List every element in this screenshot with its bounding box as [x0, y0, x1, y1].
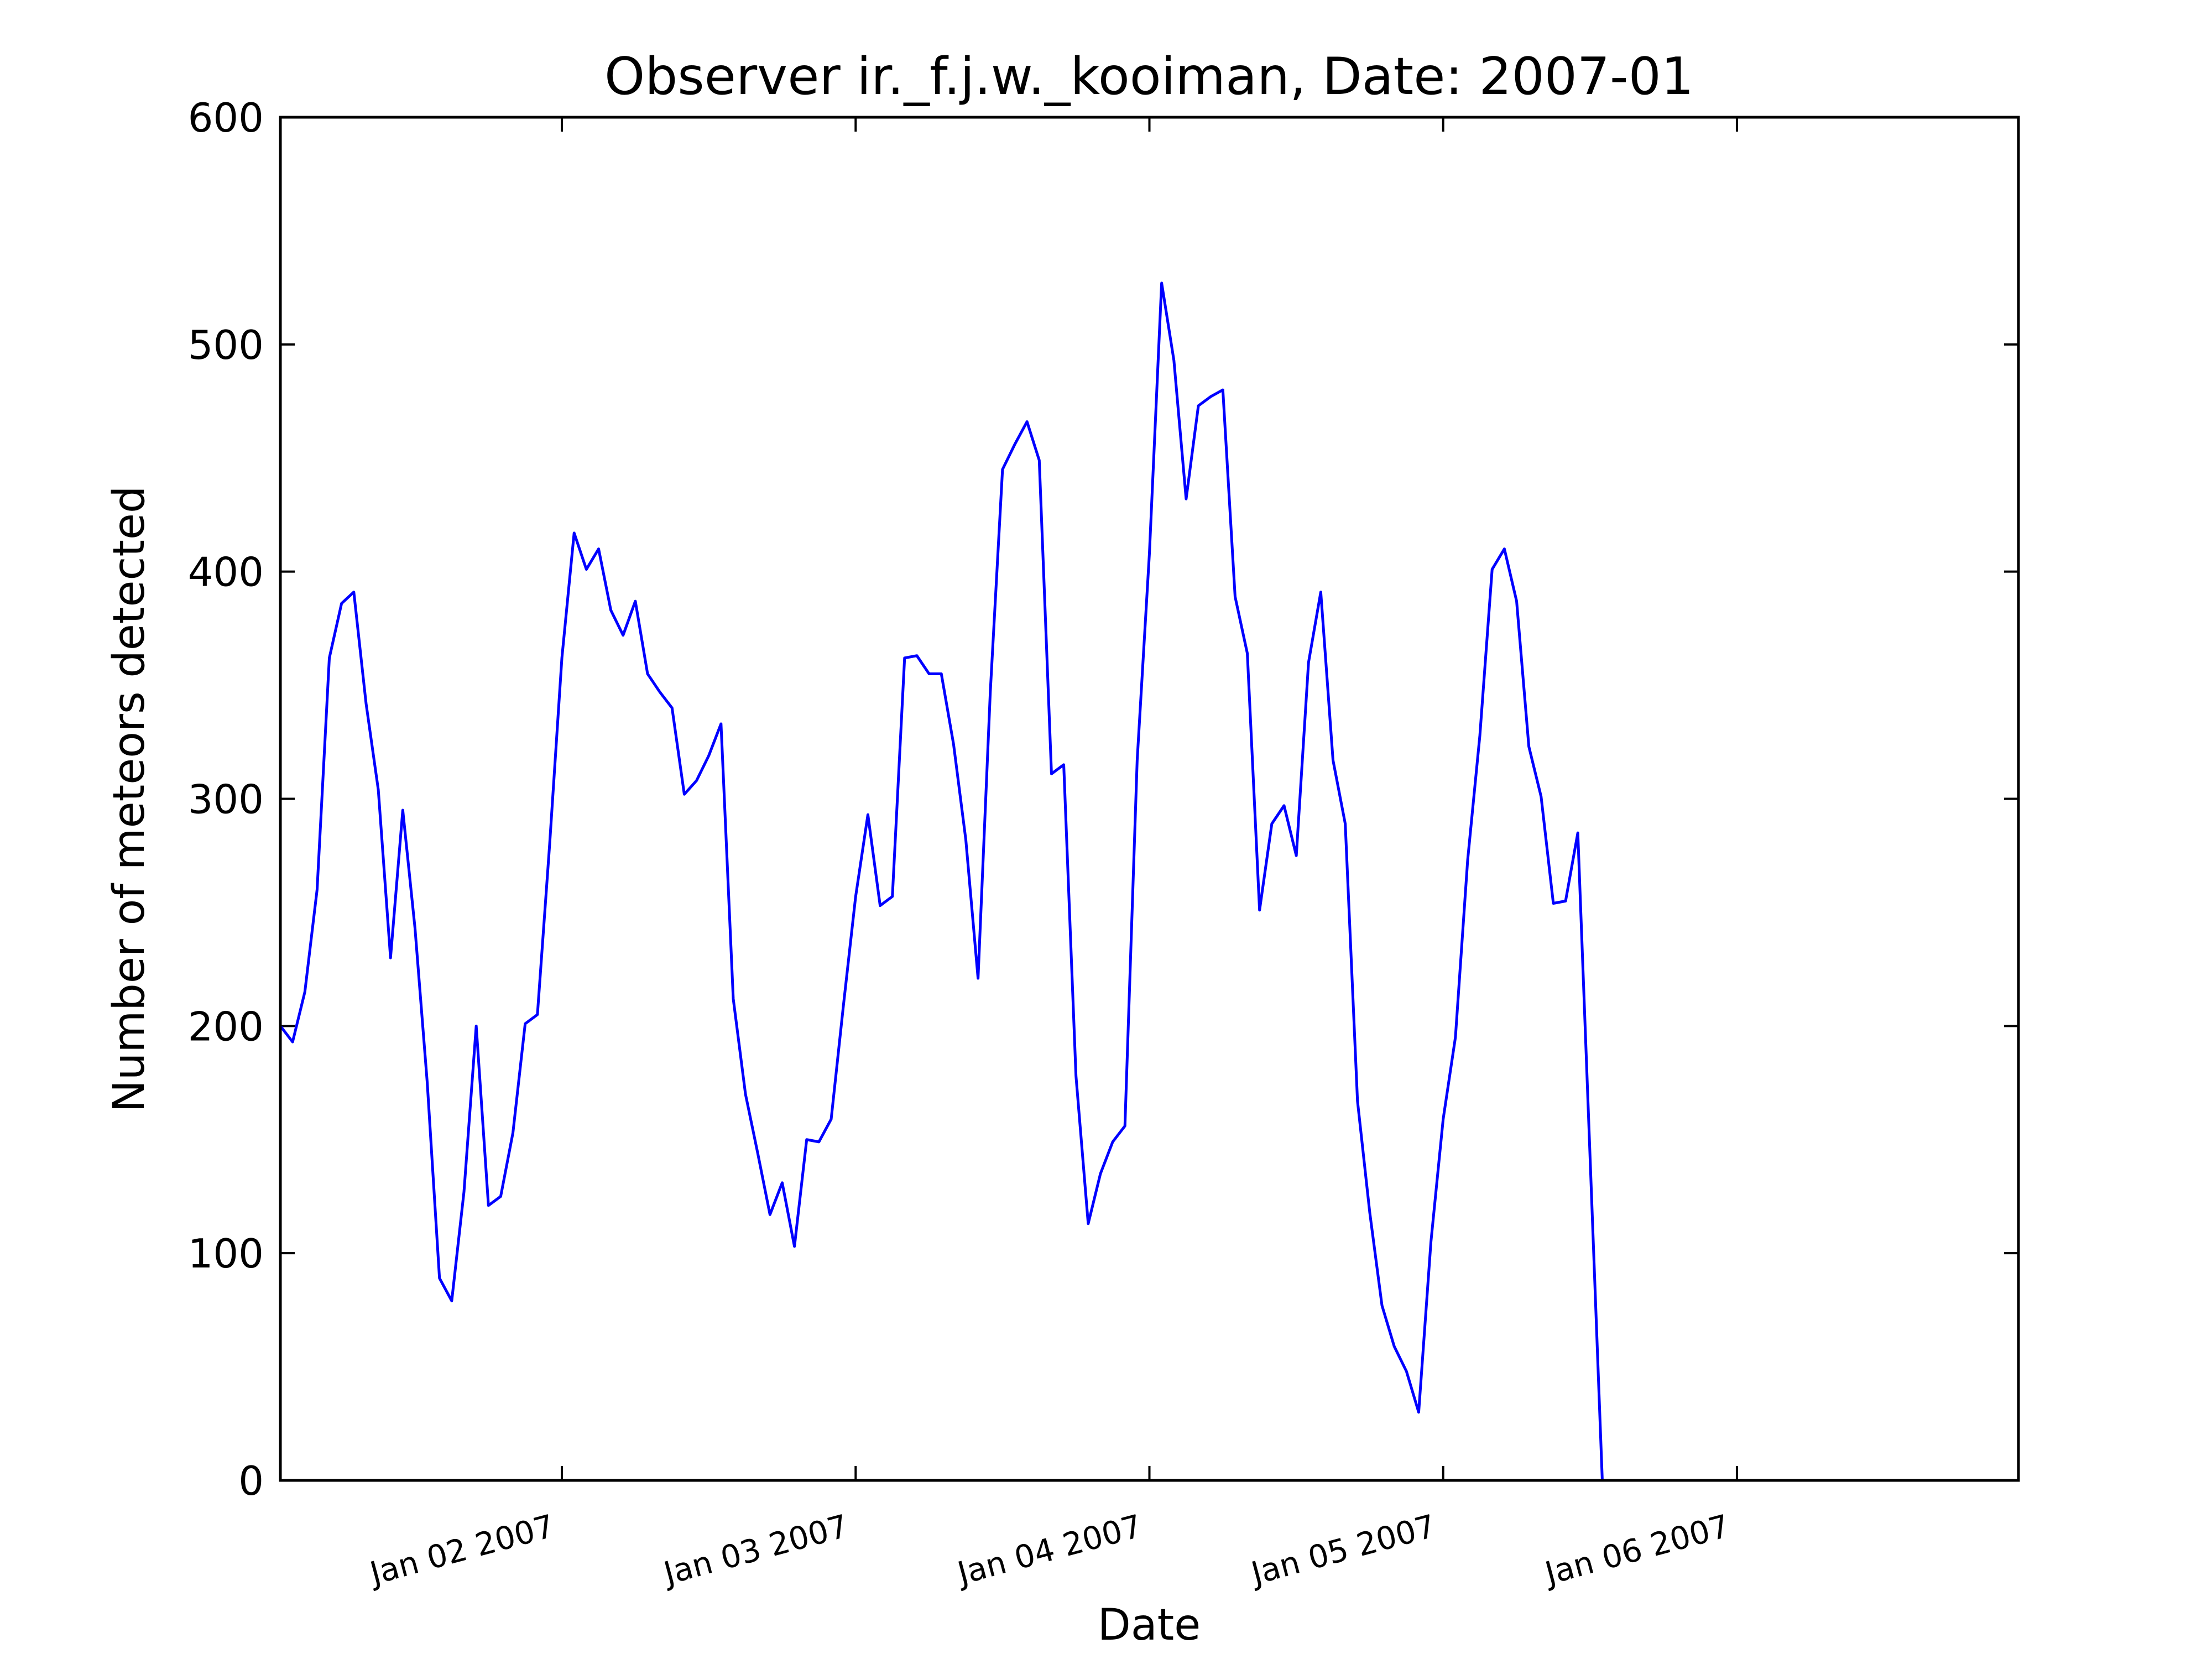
y-tick-label: 200 [188, 1003, 264, 1050]
y-tick-label: 500 [188, 322, 264, 368]
y-tick-label: 400 [188, 549, 264, 596]
y-tick-label: 100 [188, 1230, 264, 1277]
chart-title: Observer ir._f.j.w._kooiman, Date: 2007-… [604, 46, 1694, 106]
x-tick-label: Jan 04 2007 [952, 1508, 1146, 1593]
x-tick-label: Jan 03 2007 [659, 1508, 852, 1593]
x-tick-label: Jan 06 2007 [1540, 1508, 1734, 1593]
y-axis-label: Number of meteors detected [105, 486, 154, 1113]
y-tick-label: 600 [188, 95, 264, 141]
y-tick-label: 0 [238, 1458, 264, 1504]
x-axis-label: Date [1098, 1600, 1201, 1650]
y-tick-label: 300 [188, 776, 264, 823]
x-tick-label: Jan 05 2007 [1246, 1508, 1439, 1593]
x-tick-label: Jan 02 2007 [365, 1508, 559, 1593]
data-line [279, 281, 1604, 1481]
plot-frame [279, 116, 2020, 1482]
